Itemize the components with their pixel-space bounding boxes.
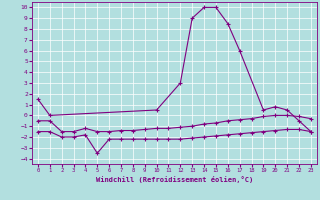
X-axis label: Windchill (Refroidissement éolien,°C): Windchill (Refroidissement éolien,°C) <box>96 176 253 183</box>
